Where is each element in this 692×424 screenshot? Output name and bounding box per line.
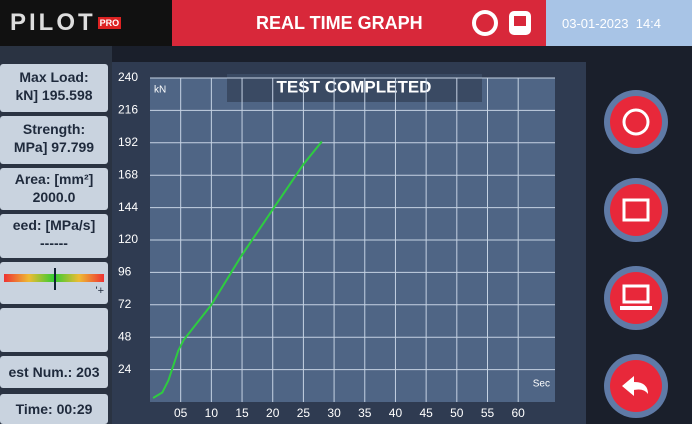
x-tick-label: 05: [174, 406, 188, 420]
date-bar: 03-01-2023 14:4: [546, 0, 692, 46]
pc-button[interactable]: [604, 266, 668, 330]
max-load: Max Load:kN] 195.598: [0, 64, 108, 112]
x-tick-label: 50: [450, 406, 464, 420]
y-tick-label: 96: [118, 265, 132, 279]
datetime: 03-01-2023 14:4: [562, 16, 661, 31]
logo-badge: PRO: [98, 17, 122, 29]
value: kN] 195.598: [0, 86, 108, 104]
screen: PILOT PRO REAL TIME GRAPH 03-01-2023 14:…: [0, 0, 692, 424]
x-tick-label: 20: [266, 406, 280, 420]
y-tick-label: 24: [118, 362, 132, 376]
blank-box: [0, 308, 108, 352]
time: Time: 00:29: [0, 394, 108, 424]
y-tick-label: 216: [118, 103, 138, 117]
reload-button[interactable]: [604, 90, 668, 154]
gauge-needle: [54, 268, 56, 290]
y-tick-label: 120: [118, 232, 138, 246]
y-tick-label: 144: [118, 200, 138, 214]
chart-title: TEST COMPLETED: [277, 77, 432, 96]
status-icons: [463, 3, 543, 43]
x-tick-label: 45: [419, 406, 433, 420]
left-panel: Max Load:kN] 195.598 Strength:MPa] 97.79…: [0, 46, 112, 424]
logo: PILOT: [10, 9, 96, 37]
y-tick-label: 72: [118, 297, 132, 311]
y-tick-label: 240: [118, 70, 138, 84]
value: MPa] 97.799: [0, 138, 108, 156]
chart: TEST COMPLETED kN Sec 24 48 72 96 120 144 168 1…: [112, 46, 586, 424]
y-tick-label: 48: [118, 329, 132, 343]
x-tick-label: 15: [235, 406, 249, 420]
label: Strength:: [0, 120, 108, 138]
x-tick-label: 30: [327, 406, 341, 420]
y-axis-label: kN: [154, 85, 166, 96]
button-column: [586, 46, 692, 424]
value: 2000.0: [0, 188, 108, 206]
x-tick-label: 35: [358, 406, 372, 420]
back-button[interactable]: [604, 354, 668, 418]
x-tick-label: 40: [389, 406, 403, 420]
x-axis-label: Sec: [533, 379, 550, 390]
area: Area: [mm²]2000.0: [0, 168, 108, 210]
report-button[interactable]: [604, 178, 668, 242]
test-num: est Num.: 203: [0, 356, 108, 388]
speed: eed: [MPa/s]------: [0, 214, 108, 258]
x-tick-label: 60: [512, 406, 526, 420]
page-title: REAL TIME GRAPH: [256, 13, 423, 34]
value: ------: [0, 234, 108, 252]
label: Max Load:: [0, 68, 108, 86]
y-tick-label: 192: [118, 135, 138, 149]
x-tick-label: 25: [297, 406, 311, 420]
logo-bar: PILOT PRO: [0, 0, 172, 46]
x-tick-label: 55: [481, 406, 495, 420]
strength: Strength:MPa] 97.799: [0, 116, 108, 164]
y-tick-label: 168: [118, 167, 138, 181]
title-bar: REAL TIME GRAPH: [172, 0, 546, 46]
gauge: '+: [0, 262, 108, 304]
x-tick-label: 10: [205, 406, 219, 420]
label: eed: [MPa/s]: [0, 216, 108, 234]
label: Area: [mm²]: [0, 170, 108, 188]
